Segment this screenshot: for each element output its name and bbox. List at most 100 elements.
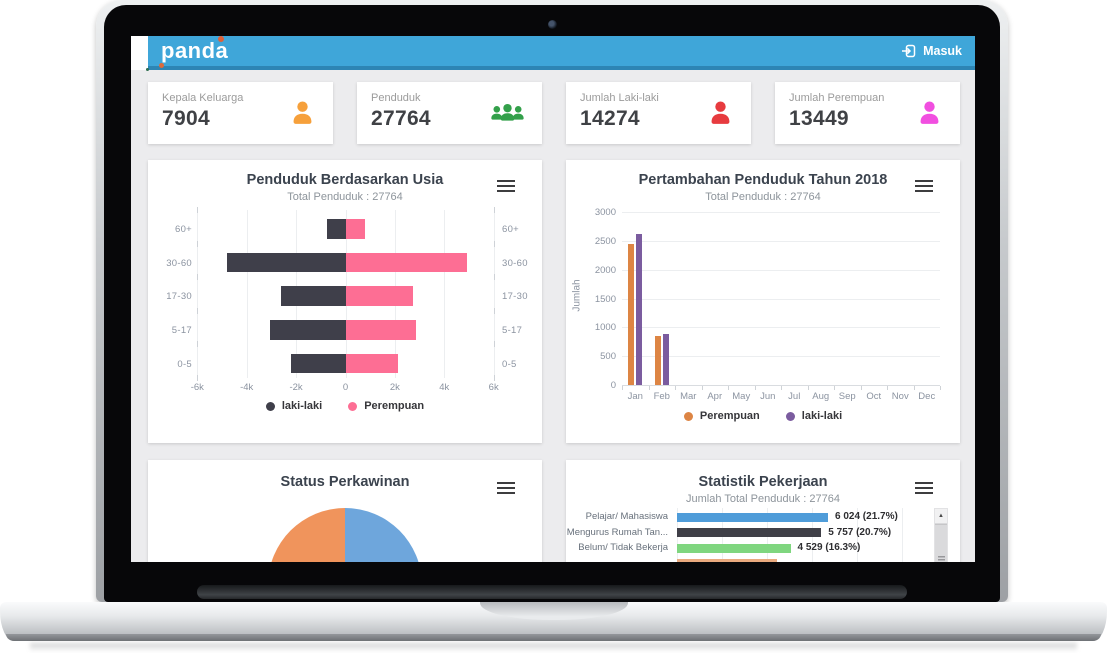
x-axis-label: Nov <box>891 391 909 402</box>
grid-line <box>902 508 903 562</box>
legend-label: laki-laki <box>281 400 323 412</box>
x-axis-label: 2k <box>389 382 400 393</box>
x-axis-label: 0 <box>342 382 349 393</box>
category-label-left: 5-17 <box>171 325 192 337</box>
legend: laki-laki Perempuan <box>148 400 542 412</box>
person-icon <box>288 99 317 128</box>
grid-line <box>246 210 248 378</box>
axis-tick <box>834 386 835 390</box>
bar-perempuan <box>345 320 417 340</box>
y-axis-label: 1000 <box>594 322 616 334</box>
hamburger-menu-icon[interactable] <box>915 482 933 497</box>
category-label: Mengurus Rumah Tan... <box>566 526 668 538</box>
decor-speck-green <box>146 68 149 71</box>
x-axis-label: Feb <box>653 391 670 402</box>
laptop-reflection <box>30 643 1077 652</box>
axis-tick <box>493 274 495 281</box>
axis-tick <box>860 386 862 390</box>
axis-tick <box>781 386 782 390</box>
axis-tick <box>197 307 199 314</box>
person-icon <box>706 99 735 128</box>
bar-laki-laki <box>636 233 643 385</box>
hamburger-menu-icon[interactable] <box>497 180 515 195</box>
people-group-icon <box>489 101 526 125</box>
webcam-icon <box>547 20 557 29</box>
app-logo[interactable]: panda <box>161 36 229 63</box>
login-label: Masuk <box>923 44 962 58</box>
axis-tick <box>197 375 199 381</box>
axis-tick <box>754 386 756 390</box>
chart-card-status-perkawinan: Status Perkawinan <box>148 460 542 562</box>
category-label-right: 0-5 <box>502 358 517 370</box>
stat-label: Penduduk <box>371 92 421 104</box>
category-label-right: 17-30 <box>502 291 528 303</box>
app-logo-text: panda <box>161 38 229 63</box>
bar-laki-laki <box>281 286 346 306</box>
chart-card-pertambahan-penduduk: Pertambahan Penduduk Tahun 2018 Total Pe… <box>566 160 960 443</box>
grid-line <box>622 298 940 300</box>
legend-item: laki-laki <box>785 410 842 422</box>
hamburger-menu-icon[interactable] <box>497 482 515 497</box>
x-axis-label: Dec <box>918 391 936 402</box>
bar-laki-laki <box>227 252 346 273</box>
category-label-right: 30-60 <box>502 257 528 269</box>
axis-tick <box>675 386 676 390</box>
scroll-up-button[interactable]: ▲ <box>935 509 947 524</box>
stat-card-penduduk: Penduduk 27764 <box>357 82 542 144</box>
stat-value: 14274 <box>580 107 640 130</box>
grid-line <box>857 508 858 562</box>
stat-label: Jumlah Laki-laki <box>580 92 659 104</box>
axis-tick <box>197 207 199 213</box>
login-button[interactable]: Masuk <box>901 43 962 59</box>
x-axis-label: Jan <box>627 391 643 402</box>
legend: Perempuan laki-laki <box>566 410 960 422</box>
bar <box>677 528 822 537</box>
axis-tick <box>493 240 495 247</box>
app-header: panda Masuk <box>148 36 975 70</box>
scroll-thumb[interactable] <box>935 524 947 562</box>
scroll-grip-icon <box>937 556 945 562</box>
stat-label: Kepala Keluarga <box>162 92 244 104</box>
chart-subtitle: Total Penduduk : 27764 <box>287 191 403 203</box>
y-axis-label: 500 <box>600 351 616 363</box>
x-axis <box>622 385 940 386</box>
x-axis-label: 4k <box>439 382 450 393</box>
x-axis-label: -4k <box>240 382 254 393</box>
bar-perempuan <box>345 219 366 239</box>
category-label: Belum/ Tidak Bekerja <box>578 542 668 553</box>
legend-label: Perempuan <box>364 400 425 412</box>
grid-line <box>622 356 940 358</box>
y-axis-label: 0 <box>610 380 616 391</box>
value-label: 6 024 (21.7%) <box>835 511 898 522</box>
chart-subtitle: Jumlah Total Penduduk : 27764 <box>686 493 840 505</box>
laptop-hinge <box>197 585 907 599</box>
legend-label: Perempuan <box>699 410 760 422</box>
grid-line <box>197 210 199 378</box>
laptop-screen-frame: panda Masuk Kep <box>96 0 1008 602</box>
hamburger-menu-icon[interactable] <box>915 180 933 195</box>
stat-card-laki-laki: Jumlah Laki-laki 14274 <box>566 82 751 144</box>
y-axis-title: Jumlah <box>571 279 583 312</box>
bar <box>677 559 778 562</box>
bar-perempuan <box>654 335 661 385</box>
chart-title: Status Perkawinan <box>280 474 410 490</box>
legend-dot <box>348 401 358 411</box>
value-label: 4 529 (16.3%) <box>797 542 861 553</box>
grid-line <box>493 210 495 378</box>
axis-tick <box>807 386 809 390</box>
axis-tick <box>913 386 915 390</box>
legend-item: laki-laki <box>265 400 323 412</box>
laptop-base <box>0 602 1107 641</box>
legend-dot <box>265 401 275 411</box>
grid-line <box>622 269 940 271</box>
axis-tick <box>648 386 650 390</box>
logo-dot-icon <box>218 36 224 42</box>
axis-tick <box>493 207 495 213</box>
category-label-left: 30-60 <box>166 257 192 269</box>
axis-tick <box>887 386 888 390</box>
category-label-right: 5-17 <box>502 325 523 337</box>
bar-perempuan <box>345 286 413 306</box>
scrollbar[interactable]: ▲ <box>934 508 948 562</box>
grid-line <box>622 212 940 213</box>
grid-line <box>622 240 940 242</box>
